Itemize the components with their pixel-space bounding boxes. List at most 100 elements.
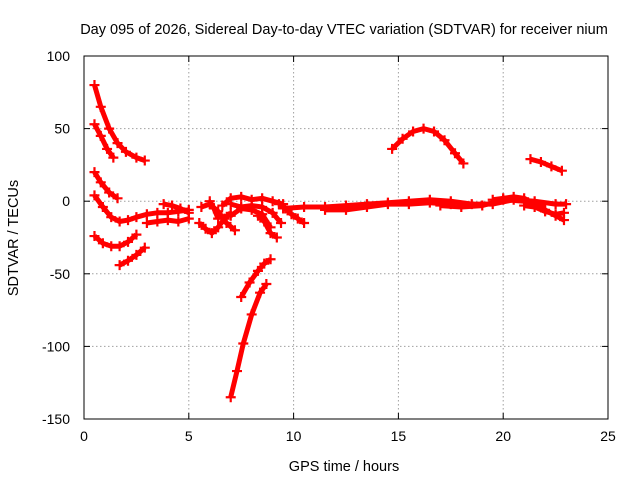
data-point (435, 200, 446, 211)
series-arc6 (114, 242, 150, 271)
data-point (267, 196, 278, 207)
y-tick-label: -100 (42, 338, 70, 354)
data-point (236, 203, 247, 214)
data-point (89, 167, 100, 178)
data-point (449, 148, 460, 159)
data-point (139, 155, 150, 166)
data-point (255, 287, 266, 298)
data-point (95, 177, 106, 188)
data-point (292, 213, 303, 224)
series-arc8 (158, 199, 194, 218)
data-point (112, 138, 123, 149)
data-point (519, 200, 530, 211)
data-point (123, 236, 134, 247)
data-point (206, 228, 217, 239)
series-arc24 (387, 123, 469, 169)
series-trace (92, 170, 119, 201)
data-point (418, 123, 429, 134)
series-arc2 (89, 119, 119, 163)
series-trace (92, 123, 116, 160)
series-trace (256, 213, 279, 240)
data-point (271, 232, 282, 243)
data-point (259, 216, 270, 227)
x-tick-label: 10 (286, 428, 302, 444)
data-point (257, 193, 268, 204)
data-point (131, 152, 142, 163)
series-arc4 (89, 190, 194, 227)
data-point (408, 126, 419, 137)
data-point (429, 126, 440, 137)
y-tick-label: -150 (42, 411, 70, 427)
data-point (561, 199, 572, 210)
x-axis-label: GPS time / hours (289, 459, 399, 475)
x-tick-label: 25 (600, 428, 616, 444)
data-point (167, 200, 178, 211)
data-point (97, 238, 108, 249)
data-point (158, 199, 169, 210)
data-point (123, 215, 134, 226)
series-arc11 (204, 196, 224, 224)
data-point (225, 199, 236, 210)
series-arc16 (225, 278, 272, 403)
data-point (299, 202, 310, 213)
data-point (120, 146, 131, 157)
data-point (550, 209, 561, 220)
data-point (458, 158, 469, 169)
axis-ticks (83, 55, 609, 420)
data-point (106, 241, 117, 252)
data-point (217, 200, 228, 211)
data-point (508, 191, 519, 202)
data-point (252, 265, 263, 276)
data-point (112, 193, 123, 204)
data-point (535, 156, 546, 167)
data-point (114, 241, 125, 252)
data-series-layer (89, 80, 572, 403)
data-point (139, 242, 150, 253)
x-tick-label: 5 (185, 428, 193, 444)
data-point (89, 119, 100, 130)
data-point (558, 207, 569, 218)
data-point (487, 194, 498, 205)
data-point (89, 80, 100, 91)
data-point (456, 202, 467, 213)
data-point (341, 204, 351, 215)
data-point (194, 217, 205, 228)
data-point (200, 223, 211, 234)
data-point (183, 207, 194, 218)
data-point (276, 217, 287, 228)
data-point (131, 249, 142, 260)
series-arc7 (141, 213, 194, 228)
data-point (238, 338, 249, 349)
data-point (397, 133, 408, 144)
data-point (278, 203, 289, 214)
series-trace (228, 282, 269, 398)
data-point (123, 255, 134, 266)
data-point (102, 143, 113, 154)
data-point (141, 209, 152, 220)
y-axis-label: SDTVAR / TECUs (6, 180, 22, 296)
x-tick-label: 15 (391, 428, 407, 444)
data-point (236, 191, 247, 202)
series-arc3 (89, 167, 123, 204)
data-point (550, 199, 561, 210)
x-tick-label: 20 (495, 428, 511, 444)
y-tick-label: -50 (50, 266, 70, 282)
data-point (259, 258, 270, 269)
data-point (477, 200, 488, 211)
series-trace (92, 232, 139, 249)
data-point (387, 143, 398, 154)
data-point (95, 101, 106, 112)
data-point (244, 277, 255, 288)
data-point (382, 199, 393, 210)
data-point (108, 152, 119, 163)
data-point (114, 260, 125, 271)
series-trace (390, 126, 466, 165)
x-tick-label: 0 (80, 428, 88, 444)
series-trace (529, 156, 563, 174)
data-point (162, 215, 173, 226)
data-point (104, 187, 115, 198)
data-point (152, 207, 163, 218)
data-point (265, 228, 276, 239)
data-point (114, 216, 125, 227)
data-point (175, 203, 186, 214)
